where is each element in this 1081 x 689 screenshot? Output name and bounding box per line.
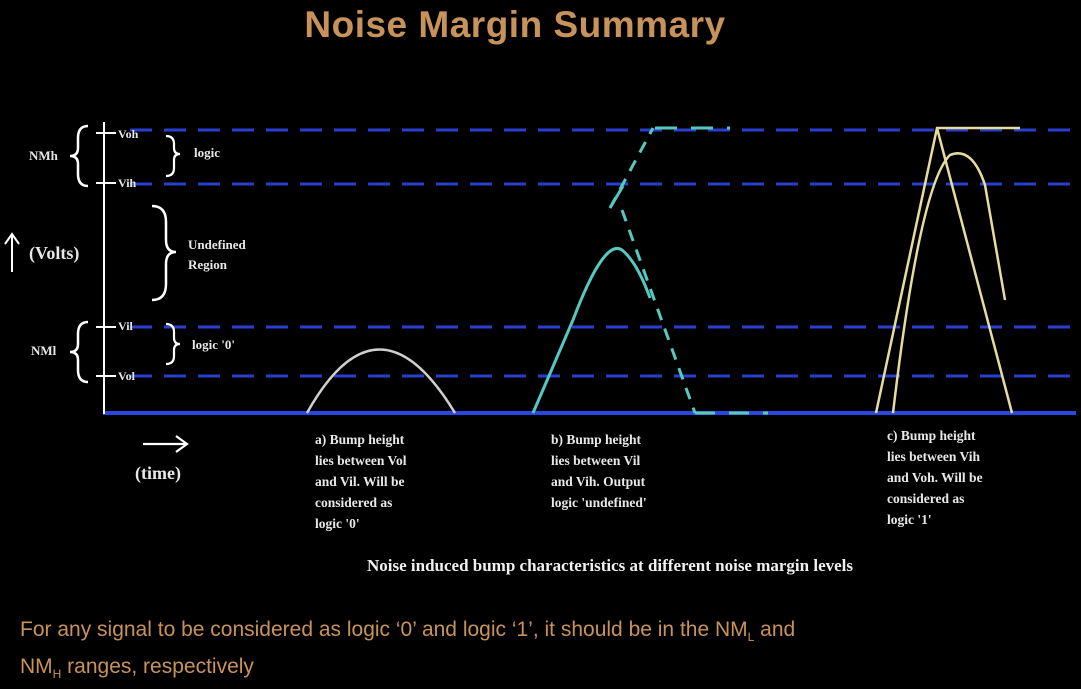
undefined-region-line2: Region xyxy=(188,257,227,272)
voh-label: Voh xyxy=(118,127,139,141)
footnote-part4: ranges, respectively xyxy=(61,655,254,679)
vih-label: Vih xyxy=(118,176,137,190)
bump-c-caption-line: logic '1' xyxy=(887,512,932,527)
undefined-brace xyxy=(151,204,177,302)
undefined-region-line1: Undefined xyxy=(188,237,246,252)
bump-c-caption-line: lies between Vih xyxy=(887,449,980,464)
vol-label: Vol xyxy=(118,369,135,383)
footnote: For any signal to be considered as logic… xyxy=(20,615,1060,689)
nml-brace xyxy=(69,320,89,384)
bump-b-dashed-peak xyxy=(608,185,625,209)
bump-a-caption-line: a) Bump height xyxy=(315,432,405,447)
bump-c-caption: c) Bump height lies between Vih and Voh.… xyxy=(887,425,983,530)
slide-title: Noise Margin Summary xyxy=(304,4,726,45)
footnote-sub-h: H xyxy=(52,667,62,682)
bump-b-caption: b) Bump height lies between Vil and Vih.… xyxy=(551,429,647,513)
bump-c-caption-line: and Voh. Will be xyxy=(887,470,983,485)
nml-label: NMl xyxy=(31,343,57,358)
bump-c-caption-line: c) Bump height xyxy=(887,428,976,443)
footnote-sub-l: L xyxy=(747,630,755,645)
bump-a-caption-line: considered as xyxy=(315,495,393,510)
bump-a-caption: a) Bump height lies between Vol and Vil.… xyxy=(315,429,407,534)
bump-b-caption-line: logic 'undefined' xyxy=(551,495,647,510)
footnote-part2: and xyxy=(754,618,796,641)
bump-b-caption-line: lies between Vil xyxy=(551,453,641,468)
volts-axis-label: (Volts) xyxy=(29,243,80,263)
volts-arrow-head xyxy=(4,232,20,245)
time-axis-label: (time) xyxy=(135,463,181,483)
bump-b-curve xyxy=(531,247,652,414)
bump-a-caption-line: lies between Vol xyxy=(315,453,407,468)
bump-c-output xyxy=(874,126,1020,414)
bump-a-caption-line: and Vil. Will be xyxy=(315,474,405,489)
logic-high-label: logic xyxy=(194,145,220,160)
nmh-brace xyxy=(69,124,89,188)
logic-low-label: logic '0' xyxy=(192,337,235,352)
bump-b-dashed-fall xyxy=(620,209,697,414)
bump-b-dashed-rise xyxy=(608,127,655,209)
bump-a-caption-line: logic '0' xyxy=(315,516,360,531)
bump-b-caption-line: and Vih. Output xyxy=(551,474,646,489)
bump-b-caption-line: b) Bump height xyxy=(551,432,642,447)
bump-c-caption-line: considered as xyxy=(887,491,965,506)
logic-high-brace xyxy=(165,134,181,178)
logic-low-brace xyxy=(165,322,181,366)
bump-a-curve xyxy=(305,348,457,414)
footnote-part3: NM xyxy=(20,655,53,679)
vil-label: Vil xyxy=(118,319,133,333)
nmh-label: NMh xyxy=(29,148,58,163)
footnote-part1: For any signal to be considered as logic… xyxy=(20,618,748,641)
bump-c-curve xyxy=(891,152,1007,414)
diagram-caption: Noise induced bump characteristics at di… xyxy=(366,556,854,575)
time-arrow-head xyxy=(175,435,189,453)
